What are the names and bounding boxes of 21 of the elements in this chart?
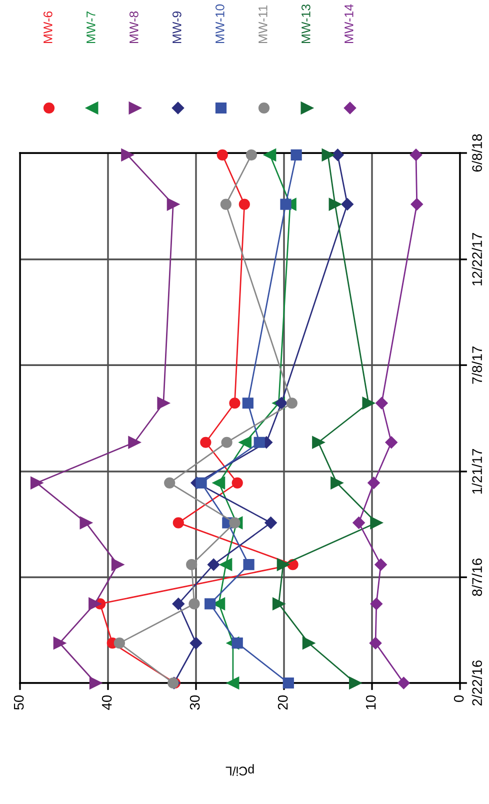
y-tick-label: 7/8/17	[472, 346, 482, 384]
x-tick-label: 30	[190, 695, 200, 710]
x-axis-title: pCi/L	[226, 764, 254, 776]
x-tick-label: 40	[102, 695, 112, 710]
y-tick-label: 8/7/16	[472, 558, 482, 596]
text: MW-11	[258, 5, 268, 43]
x-tick-label: 10	[366, 695, 376, 710]
text: MW-9	[172, 11, 182, 43]
text: MW-7	[86, 12, 96, 43]
y-tick-label: 2/22/16	[472, 660, 482, 706]
text: MW-8	[130, 11, 138, 43]
text: MW-6	[44, 11, 52, 43]
text: MW-13	[302, 4, 310, 43]
text: MW-14	[344, 4, 354, 43]
y-tick-label: 12/22/17	[472, 233, 482, 286]
y-tick-label: 6/8/18	[472, 134, 482, 172]
x-tick-label: 20	[278, 695, 288, 710]
text: MW-10	[216, 4, 224, 43]
y-tick-label: 1/21/17	[472, 449, 482, 494]
x-tick-label: 0	[454, 695, 464, 702]
x-tick-label: 50	[14, 695, 24, 710]
